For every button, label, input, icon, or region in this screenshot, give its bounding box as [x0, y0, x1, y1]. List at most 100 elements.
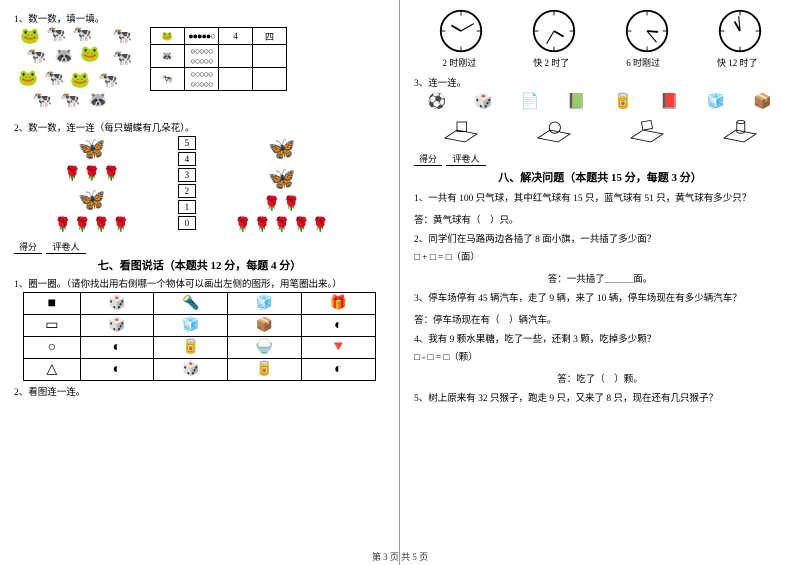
num-box: 2 — [178, 184, 196, 198]
frog-icon: 🐸 — [20, 29, 40, 45]
formula-4: □ - □ = □（颗） — [414, 349, 786, 363]
flower-icon: 🌹 — [273, 217, 290, 234]
shape-cell: ◐ — [80, 337, 154, 359]
clock-row — [414, 8, 786, 54]
raccoon-icon: 🦝 — [88, 93, 108, 109]
clock-label: 2 时刚过 — [442, 56, 476, 69]
cow-icon: 🐄 — [26, 49, 46, 65]
match-right: 🦋 🦋 🌹 🌹 🌹 🌹 🌹 🌹 🌹 — [204, 136, 360, 234]
shape-cell: 🥫 — [154, 337, 228, 359]
num-box: 3 — [178, 168, 196, 182]
tray-cuboid-icon — [626, 114, 668, 146]
cube-icon: 🧊 — [707, 92, 726, 111]
cn-cell: 四 — [253, 28, 287, 45]
answer-4: 答：吃了（ ）颗。 — [414, 371, 786, 385]
clock-label: 6 时刚过 — [626, 56, 660, 69]
shape-table: ■ 🎲 🔦 🧊 🎁 ▭ 🎲 🧊 📦 ◐ ○ ◐ 🥫 🍚 🔻 △ ◐ 🎲 🥫 ◐ — [23, 292, 375, 381]
number-stack: 5 4 3 2 1 0 — [178, 136, 196, 234]
shape-cell: 🎲 — [80, 293, 154, 315]
shape-cell: 🎲 — [154, 359, 228, 381]
problem-5: 5、树上原来有 32 只猴子，跑走 9 只，又来了 8 只，现在还有几只猴子？ — [414, 390, 786, 404]
blank-cell — [219, 45, 253, 68]
table-row: ○ ◐ 🥫 🍚 🔻 — [24, 337, 375, 359]
counting-row: 🐸 🐄 🐄 🐄 🦝 🐸 🐄 🐄 🐸 🐄 🐸 🐄 🐄 🐄 🦝 🐸 ●●●●●○ 4… — [14, 27, 385, 117]
can-icon: 🥫 — [614, 92, 633, 111]
shape-left: ○ — [24, 337, 80, 359]
clock-label: 快 2 时了 — [533, 56, 569, 69]
shape-cell: 📦 — [228, 315, 302, 337]
shape-cell: 🎁 — [301, 293, 375, 315]
dice-icon: 🎲 — [474, 92, 493, 111]
answer-3: 答：停车场现在有（ ）辆汽车。 — [414, 312, 786, 326]
circles-cell: ○○○○○ ○○○○○ — [185, 45, 219, 68]
answer-1: 答：黄气球有（ ）只。 — [414, 212, 786, 226]
flower-icon: 🌹 — [93, 217, 110, 234]
num-box: 5 — [178, 136, 196, 150]
cow-icon: 🐄 — [44, 71, 64, 87]
raccoon-cell: 🦝 — [151, 45, 185, 68]
flower-row: 🌹 🌹 🌹 🌹 — [54, 217, 130, 234]
cow-icon: 🐄 — [72, 27, 92, 43]
num-box: 1 — [178, 200, 196, 214]
clock-icon — [531, 8, 577, 54]
clock-labels: 2 时刚过 快 2 时了 6 时刚过 快 12 时了 — [414, 56, 786, 69]
cow-icon: 🐄 — [112, 29, 132, 45]
objects-row: ⚽ 🎲 📄 📗 🥫 📕 🧊 📦 — [414, 92, 786, 111]
reviewer-box: 评卷人 — [446, 152, 486, 166]
section-8-title: 八、解决问题（本题共 15 分，每题 3 分） — [414, 169, 786, 185]
blank-cell — [253, 45, 287, 68]
flower-icon: 🌹 — [83, 166, 100, 183]
blank-cell — [219, 68, 253, 91]
tray-cylinder-icon — [719, 114, 761, 146]
shape-left: ■ — [24, 293, 80, 315]
flower-row: 🌹 🌹 🌹 — [64, 166, 120, 183]
flower-icon: 🌹 — [283, 196, 300, 213]
flower-icon: 🌹 — [234, 217, 251, 234]
cow-icon: 🐄 — [98, 73, 118, 89]
ball-icon: ⚽ — [428, 92, 447, 111]
cow-icon: 🐄 — [112, 51, 132, 67]
shape-cell: 🔦 — [154, 293, 228, 315]
section-7-title: 七、看图说话（本题共 12 分，每题 4 分） — [14, 257, 385, 273]
flower-icon: 🌹 — [73, 217, 90, 234]
flower-row: 🌹 🌹 🌹 🌹 🌹 — [234, 217, 329, 234]
box-icon: 📦 — [753, 92, 772, 111]
problem-1: 1、一共有 100 只气球，其中红气球有 15 只，蓝气球有 51 只，黄气球有… — [414, 190, 786, 204]
blank-cell — [253, 68, 287, 91]
problem-4: 4、我有 9 颗水果糖，吃了一些，还剩 3 颗，吃掉多少颗？ — [414, 331, 786, 345]
circle-q-label: 1、圈一圈。（请你找出用右侧哪一个物体可以画出左侧的图形，用笔圈出来。） — [14, 276, 385, 290]
book-icon: 📗 — [567, 92, 586, 111]
match-area: 🦋 🌹 🌹 🌹 🦋 🌹 🌹 🌹 🌹 5 4 3 2 1 0 🦋 — [14, 136, 385, 234]
score-box: 得分 — [414, 152, 442, 166]
butterfly-icon: 🦋 — [78, 187, 105, 212]
q2-label: 2、数一数，连一连（每只蝴蝶有几朵花）。 — [14, 120, 385, 134]
frog-cell: 🐸 — [151, 28, 185, 45]
tray-sphere-icon — [533, 114, 575, 146]
page-footer: 第 3 页 共 5 页 — [0, 550, 800, 563]
cow-icon: 🐄 — [60, 93, 80, 109]
problem-2: 2、同学们在马路两边各插了 8 面小旗，一共插了多少面？ — [414, 231, 786, 245]
flower-icon: 🌹 — [254, 217, 271, 234]
q2b-label: 2、看图连一连。 — [14, 384, 385, 398]
clock-icon — [438, 8, 484, 54]
reviewer-box: 评卷人 — [46, 240, 86, 254]
frog-icon: 🐸 — [18, 71, 38, 87]
score-row: 得分 评卷人 — [414, 152, 786, 166]
right-column: 2 时刚过 快 2 时了 6 时刚过 快 12 时了 3、连一连。 ⚽ 🎲 📄 … — [400, 0, 800, 565]
flower-icon: 🌹 — [54, 217, 71, 234]
clock-label: 快 12 时了 — [717, 56, 758, 69]
butterfly-icon: 🦋 — [268, 136, 295, 161]
clock-icon — [624, 8, 670, 54]
num-box: 0 — [178, 216, 196, 230]
left-column: 1、数一数，填一填。 🐸 🐄 🐄 🐄 🦝 🐸 🐄 🐄 🐸 🐄 🐸 🐄 🐄 🐄 🦝… — [0, 0, 400, 565]
frog-icon: 🐸 — [80, 47, 100, 63]
frog-icon: 🐸 — [70, 73, 90, 89]
score-row: 得分 评卷人 — [14, 240, 385, 254]
score-box: 得分 — [14, 240, 42, 254]
formula-2: □ + □ = □（面） — [414, 249, 786, 263]
animal-cluster: 🐸 🐄 🐄 🐄 🦝 🐸 🐄 🐄 🐸 🐄 🐸 🐄 🐄 🐄 🦝 — [14, 27, 144, 117]
q3-label: 3、连一连。 — [414, 75, 786, 89]
flower-icon: 🌹 — [292, 217, 309, 234]
butterfly-icon: 🦋 — [78, 136, 105, 161]
count-table: 🐸 ●●●●●○ 4 四 🦝 ○○○○○ ○○○○○ 🐄 ○○○○○ ○○○○○ — [150, 27, 287, 91]
